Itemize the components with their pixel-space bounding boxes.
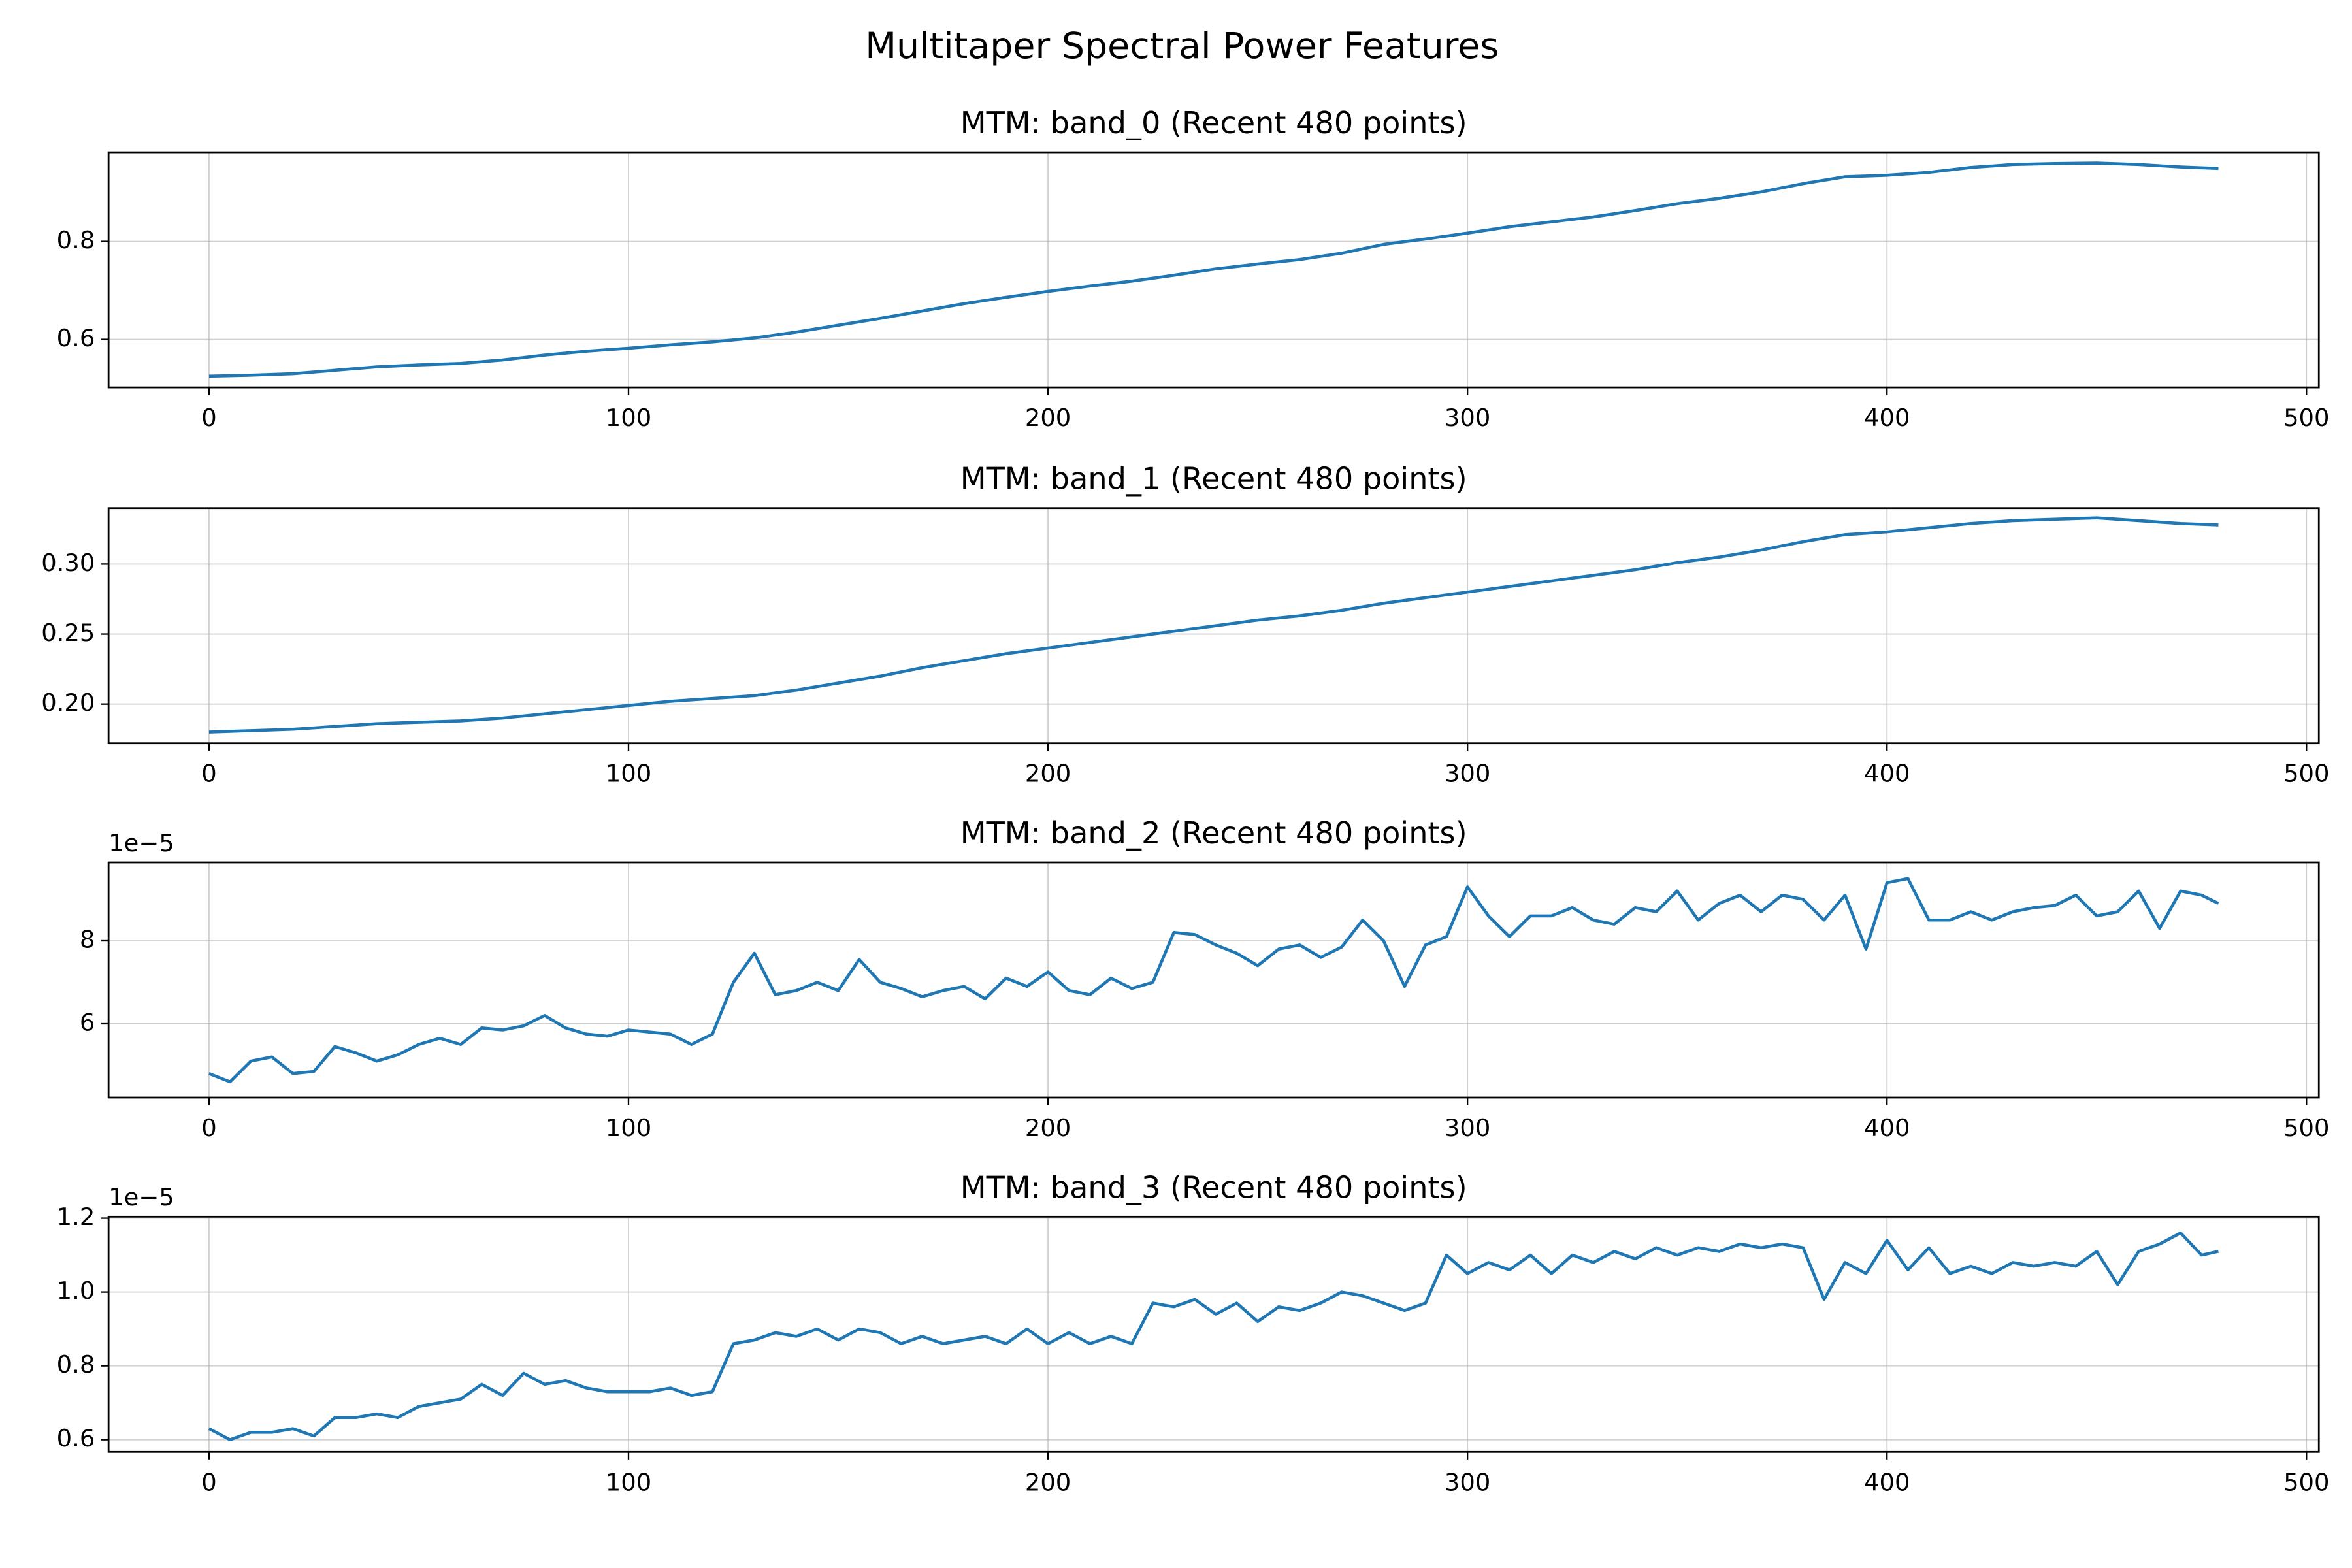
x-tick-label: 0 [201, 760, 216, 788]
subplot: MTM: band_0 (Recent 480 points) 0 100 200 30… [57, 105, 2330, 432]
x-tick-label: 400 [1864, 404, 1910, 432]
data-line [208, 161, 2219, 378]
x-tick-label: 100 [606, 404, 651, 432]
y-tick-label: 0.8 [57, 1350, 95, 1379]
x-tick-label: 500 [2283, 1114, 2329, 1142]
x-tick-label: 200 [1025, 404, 1071, 432]
subplot: MTM: band_2 (Recent 480 points) 1e−5 0 100 2… [80, 815, 2330, 1142]
x-tick-label: 300 [1445, 404, 1490, 432]
y-tick-label: 1.0 [57, 1277, 95, 1305]
data-line [208, 1231, 2219, 1441]
data-line [208, 516, 2219, 734]
x-tick-label: 200 [1025, 760, 1071, 788]
y-tick-label: 0.6 [57, 324, 95, 352]
plot-frame [107, 151, 2320, 389]
subplot: MTM: band_3 (Recent 480 points) 1e−5 0 100 2… [57, 1169, 2330, 1496]
y-tick-label: 1.2 [57, 1203, 95, 1231]
x-tick-label: 400 [1864, 1468, 1910, 1496]
x-tick-label: 200 [1025, 1114, 1071, 1142]
plot-frame [107, 861, 2320, 1099]
y-tick-label: 6 [80, 1008, 95, 1036]
x-tick-label: 400 [1864, 760, 1910, 788]
x-tick-label: 300 [1445, 760, 1490, 788]
x-tick-label: 400 [1864, 1114, 1910, 1142]
x-tick-label: 100 [606, 1468, 651, 1496]
x-tick-label: 0 [201, 1468, 216, 1496]
x-tick-label: 200 [1025, 1468, 1071, 1496]
x-tick-label: 300 [1445, 1114, 1490, 1142]
y-tick-label: 8 [80, 926, 95, 954]
subplot-title: MTM: band_3 (Recent 480 points) [960, 1169, 1467, 1205]
subplot-title: MTM: band_2 (Recent 480 points) [960, 815, 1467, 851]
y-tick-label: 0.6 [57, 1424, 95, 1452]
offset-text: 1e−5 [108, 1183, 174, 1211]
y-tick-label: 0.25 [41, 619, 95, 647]
x-tick-label: 500 [2283, 1468, 2329, 1496]
subplot-title: MTM: band_0 (Recent 480 points) [960, 105, 1467, 140]
plot-frame [107, 507, 2320, 745]
x-tick-label: 500 [2283, 760, 2329, 788]
subplot: MTM: band_1 (Recent 480 points) 0 100 200 30… [41, 461, 2329, 788]
y-tick-label: 0.30 [41, 549, 95, 577]
x-tick-label: 300 [1445, 1468, 1490, 1496]
x-tick-label: 0 [201, 404, 216, 432]
x-tick-label: 100 [606, 760, 651, 788]
offset-text: 1e−5 [108, 829, 174, 857]
subplot-title: MTM: band_1 (Recent 480 points) [960, 461, 1467, 497]
x-tick-label: 100 [606, 1114, 651, 1142]
y-tick-label: 0.8 [57, 226, 95, 254]
y-tick-label: 0.20 [41, 689, 95, 717]
plot-frame [107, 1215, 2320, 1453]
x-tick-label: 500 [2283, 404, 2329, 432]
figure-title: Multitaper Spectral Power Features [865, 25, 1499, 67]
x-tick-label: 0 [201, 1114, 216, 1142]
data-line [208, 877, 2219, 1084]
